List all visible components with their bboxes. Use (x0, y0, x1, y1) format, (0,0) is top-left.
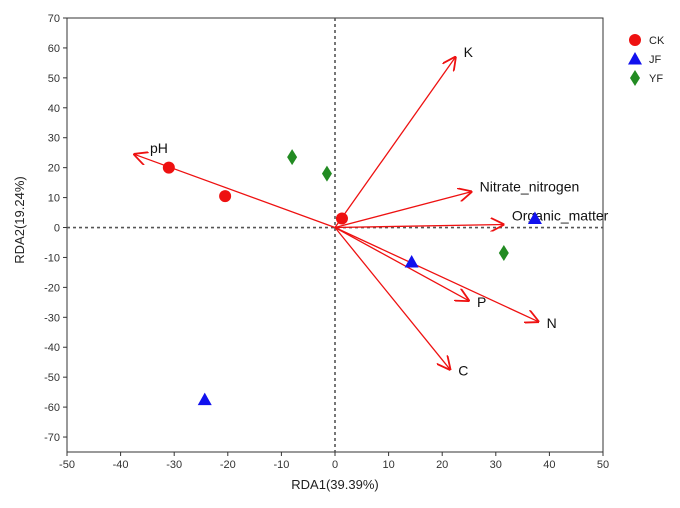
y-tick-label: -10 (44, 252, 60, 264)
y-tick-label: 30 (48, 133, 60, 145)
points-layer (162, 149, 542, 406)
vector-arrow-p (334, 226, 469, 301)
legend-marker-ck (629, 34, 641, 46)
legend: CK JF YF (628, 34, 665, 86)
y-tick-label: 0 (54, 223, 60, 235)
legend-label-ck: CK (649, 35, 665, 47)
x-tick-label: 50 (597, 459, 609, 471)
y-tick-label: 60 (48, 43, 60, 55)
x-tick-label: 30 (490, 459, 502, 471)
vector-arrow-n (334, 226, 539, 322)
y-tick-label: -60 (44, 402, 60, 414)
vector-label-c: C (458, 363, 468, 379)
ticks-layer: -50 -40 -30 -20 -10 0 10 20 30 40 50 70 60 50 40 30 20 10… (44, 13, 609, 471)
y-tick-label: -50 (44, 372, 60, 384)
y-tick-label: 10 (48, 193, 60, 205)
legend-label-yf: YF (649, 73, 663, 85)
vector-arrow-c (334, 227, 450, 370)
vector-label-organic_matter: Organic_matter (512, 208, 609, 224)
x-tick-label: -30 (166, 459, 182, 471)
data-point-ck (219, 190, 232, 203)
y-tick-label: 70 (48, 13, 60, 25)
vector-arrow-nitrate_nitrogen (334, 192, 472, 229)
vector-arrow-organic_matter (334, 225, 504, 228)
x-tick-label: 0 (332, 459, 338, 471)
zero-lines-layer (67, 18, 603, 452)
legend-marker-yf (630, 70, 640, 86)
y-tick-label: 50 (48, 73, 60, 85)
x-tick-label: 40 (543, 459, 555, 471)
data-point-ck (335, 212, 348, 225)
data-point-yf (287, 149, 298, 166)
x-tick-label: -10 (273, 459, 289, 471)
x-axis-label: RDA1(39.39%) (291, 477, 378, 492)
vector-label-k: K (464, 44, 474, 60)
data-point-yf (498, 244, 509, 261)
vector-label-ph: pH (150, 140, 168, 156)
y-tick-label: 40 (48, 103, 60, 115)
y-tick-label: -20 (44, 282, 60, 294)
vectors-layer: KpH Nitrate_nitrogen Organic_matter P N C (134, 44, 609, 379)
x-tick-label: 20 (436, 459, 448, 471)
x-tick-label: -20 (220, 459, 236, 471)
vector-arrow-k (334, 57, 456, 228)
data-point-yf (321, 165, 332, 182)
x-tick-label: -50 (59, 459, 75, 471)
data-point-jf (404, 254, 419, 268)
y-tick-label: -70 (44, 432, 60, 444)
data-point-jf (527, 211, 542, 225)
vector-label-nitrate_nitrogen: Nitrate_nitrogen (480, 179, 580, 195)
vector-label-n: N (547, 315, 557, 331)
y-tick-label: -30 (44, 312, 60, 324)
legend-label-jf: JF (649, 54, 662, 66)
vector-label-p: P (477, 294, 486, 310)
legend-marker-jf (628, 52, 642, 65)
data-point-ck (162, 161, 175, 174)
x-tick-label: 10 (382, 459, 394, 471)
data-point-jf (197, 392, 212, 406)
y-axis-label: RDA2(19.24%) (12, 176, 27, 263)
y-tick-label: 20 (48, 163, 60, 175)
x-tick-label: -40 (113, 459, 129, 471)
y-tick-label: -40 (44, 342, 60, 354)
